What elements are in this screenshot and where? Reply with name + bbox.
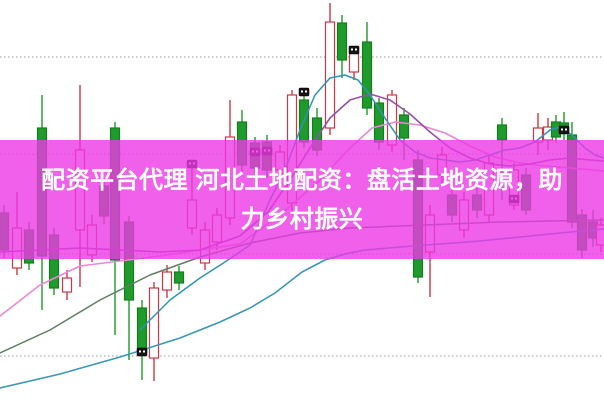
candle-body <box>496 124 508 141</box>
marker-dot <box>351 48 353 51</box>
event-flag-marker <box>558 125 570 135</box>
candle-body <box>173 271 185 284</box>
candle-body <box>161 271 173 291</box>
candle-body <box>136 307 148 353</box>
candle-body <box>336 22 348 61</box>
marker-dot <box>565 128 567 131</box>
marker-dot <box>305 90 307 93</box>
event-flag-marker <box>348 45 360 55</box>
event-flag-marker <box>298 87 310 97</box>
candle-body <box>386 94 398 146</box>
marker-dot <box>355 48 357 51</box>
candle-body <box>324 21 336 129</box>
candle-body <box>361 41 373 109</box>
candle-body <box>148 287 160 359</box>
headline-line-1: 配资平台代理 河北土地配资：盘活土地资源，助 <box>41 166 563 194</box>
candle-body <box>61 277 73 293</box>
candle-body <box>348 52 360 73</box>
headline-banner: 配资平台代理 河北土地配资：盘活土地资源，助 力乡村振兴 <box>0 140 604 259</box>
marker-dot <box>301 90 303 93</box>
marker-dot <box>143 350 145 353</box>
marker-dot <box>139 350 141 353</box>
marker-dot <box>561 128 563 131</box>
headline-line-2: 力乡村振兴 <box>240 205 364 233</box>
event-flag-marker <box>136 347 148 357</box>
candle-body <box>398 114 410 139</box>
